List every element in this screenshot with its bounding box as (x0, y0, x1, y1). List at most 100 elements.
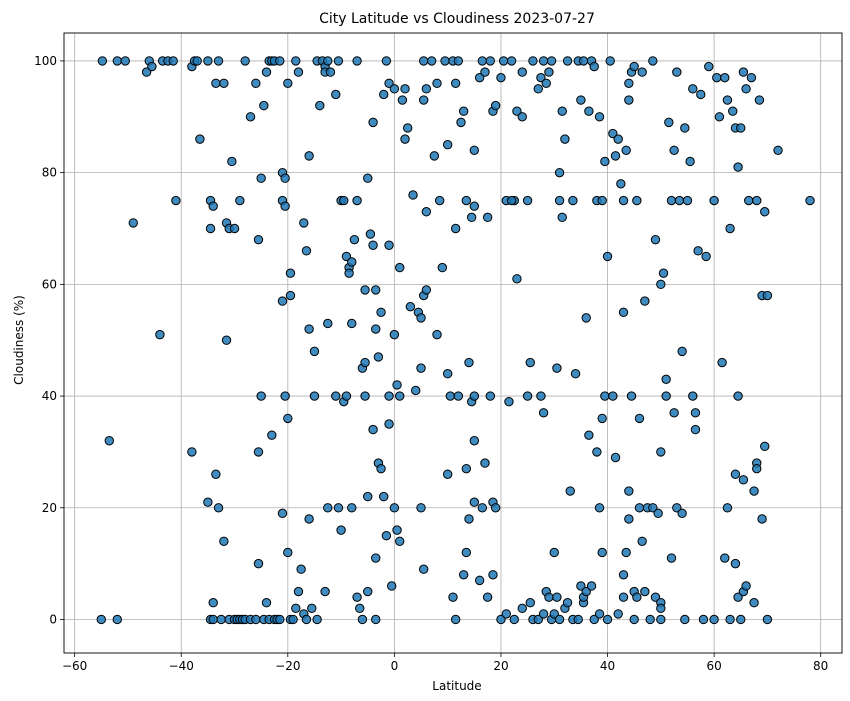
data-point (277, 296, 288, 306)
data-point (712, 72, 722, 83)
data-point (245, 112, 256, 122)
data-point (608, 128, 618, 139)
data-point (203, 56, 213, 66)
data-point (347, 503, 357, 513)
data-point (597, 195, 607, 206)
data-point (392, 525, 402, 535)
data-point (251, 614, 261, 625)
data-point (341, 391, 352, 401)
data-point (410, 385, 421, 396)
data-point (416, 503, 426, 513)
data-point (461, 463, 472, 474)
data-point (538, 408, 549, 418)
data-point (728, 106, 738, 116)
data-point (368, 424, 378, 435)
data-point (301, 614, 312, 625)
data-point (464, 357, 474, 368)
data-point (586, 581, 597, 591)
data-point (397, 95, 408, 105)
data-point (253, 558, 264, 569)
data-point (395, 536, 405, 546)
data-point (661, 374, 671, 385)
data-point (746, 72, 757, 83)
data-point (208, 201, 218, 211)
data-point (365, 229, 376, 239)
data-point (280, 173, 290, 183)
data-point (256, 173, 266, 183)
data-point (650, 592, 661, 602)
x-tick-label: 60 (706, 659, 721, 673)
data-point (363, 173, 373, 183)
data-point (482, 592, 493, 602)
data-point (565, 486, 575, 496)
data-point (429, 151, 440, 161)
data-point (437, 262, 448, 273)
data-point (634, 503, 645, 513)
data-point (656, 279, 666, 290)
data-point (96, 614, 107, 625)
y-tick-label: 0 (49, 612, 57, 626)
data-point (480, 67, 490, 77)
data-point (379, 491, 389, 502)
data-point (690, 408, 701, 418)
y-tick-label: 20 (42, 501, 57, 515)
data-point (485, 391, 496, 401)
data-point (773, 145, 783, 155)
x-tick-label: 20 (493, 659, 508, 673)
data-point (509, 614, 519, 625)
data-point (594, 503, 605, 513)
data-point (445, 391, 456, 401)
data-point (323, 503, 333, 513)
data-point (501, 609, 511, 619)
data-point (283, 547, 293, 558)
data-point (805, 195, 815, 206)
data-point (653, 508, 663, 519)
data-point (741, 581, 751, 591)
data-point (288, 614, 298, 625)
data-point (291, 603, 301, 614)
data-point (216, 614, 226, 625)
data-point (474, 575, 485, 586)
data-point (560, 134, 570, 144)
data-point (725, 614, 735, 625)
data-point (240, 56, 250, 66)
data-point (448, 592, 458, 602)
data-point (253, 234, 264, 245)
data-point (762, 290, 773, 301)
data-point (168, 56, 178, 66)
data-point (442, 369, 453, 379)
data-point (275, 614, 285, 625)
data-point (512, 106, 522, 116)
data-point (458, 106, 469, 116)
data-point (610, 151, 621, 161)
data-point (621, 145, 631, 155)
data-point (434, 195, 445, 206)
data-point (624, 95, 634, 105)
data-point (219, 78, 229, 88)
data-point (672, 67, 682, 77)
data-point (517, 603, 527, 614)
data-point (536, 391, 546, 401)
data-point (549, 609, 559, 619)
data-point (352, 56, 362, 66)
data-point (469, 391, 480, 401)
data-point (736, 614, 746, 625)
data-point (730, 558, 741, 569)
data-point (426, 56, 437, 66)
data-point (482, 212, 493, 223)
data-point (469, 201, 480, 211)
data-point (450, 614, 461, 625)
data-point (522, 391, 533, 401)
data-point (357, 614, 368, 625)
x-tick-label: 80 (813, 659, 828, 673)
data-point (376, 307, 386, 317)
data-point (704, 61, 714, 72)
data-point (533, 614, 543, 625)
data-point (229, 223, 240, 234)
data-point (280, 201, 290, 211)
data-point (512, 274, 522, 284)
data-point (754, 95, 765, 105)
data-point (597, 413, 607, 424)
data-point (608, 391, 618, 401)
data-point (355, 603, 365, 614)
